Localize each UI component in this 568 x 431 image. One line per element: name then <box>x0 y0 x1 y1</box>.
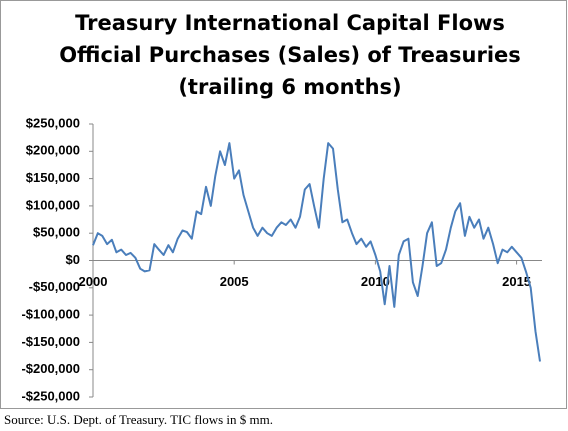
chart-title: (trailing 6 months) <box>178 75 401 99</box>
y-tick-label: -$200,000 <box>21 361 80 376</box>
source-note: Source: U.S. Dept. of Treasury. TIC flow… <box>4 412 273 427</box>
y-tick-label: $200,000 <box>26 143 80 158</box>
y-tick-label: -$150,000 <box>21 334 80 349</box>
y-tick-label: $50,000 <box>33 225 80 240</box>
x-tick-label: 2015 <box>502 274 531 289</box>
chart-border <box>0 0 567 409</box>
y-tick-label: $150,000 <box>26 170 80 185</box>
y-tick-label: $100,000 <box>26 197 80 212</box>
chart-title: Official Purchases (Sales) of Treasuries <box>59 43 521 67</box>
y-tick-label: -$50,000 <box>29 279 80 294</box>
y-tick-label: $250,000 <box>26 115 80 130</box>
y-tick-label: $0 <box>66 252 80 267</box>
y-tick-label: -$100,000 <box>21 307 80 322</box>
y-tick-label: -$250,000 <box>21 388 80 403</box>
x-tick-label: 2000 <box>79 274 108 289</box>
x-tick-label: 2005 <box>220 274 249 289</box>
data-line <box>92 142 541 362</box>
chart-title: Treasury International Capital Flows <box>75 11 505 35</box>
x-tick-label: 2010 <box>361 274 390 289</box>
